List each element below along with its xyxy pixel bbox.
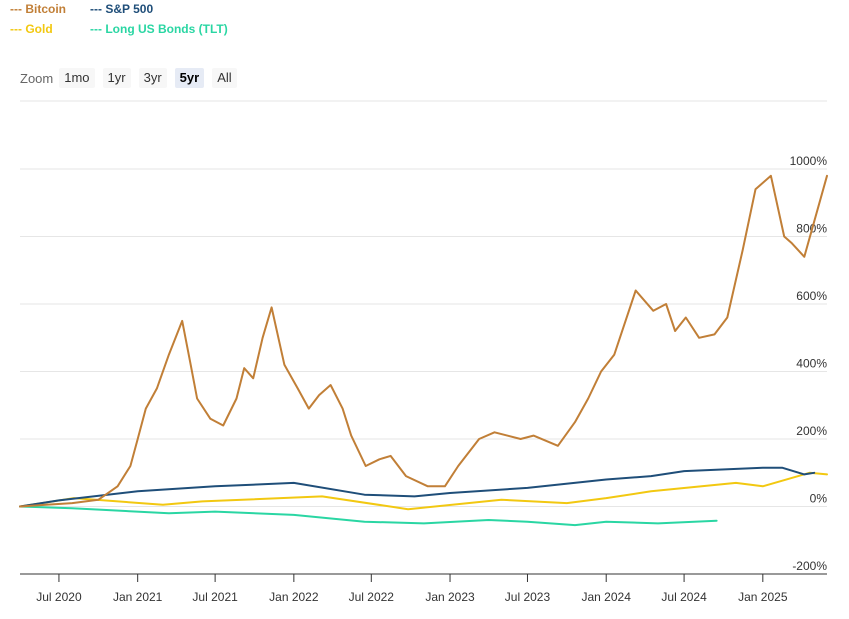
y-tick-label: 600% — [796, 289, 827, 303]
x-tick-label: Jan 2022 — [269, 590, 319, 604]
zoom-1yr-button[interactable]: 1yr — [102, 68, 131, 88]
x-tick-label: Jan 2023 — [425, 590, 475, 604]
zoom-1mo-button[interactable]: 1mo — [59, 68, 95, 88]
y-tick-label: -200% — [792, 559, 827, 573]
x-tick-label: Jul 2021 — [192, 590, 238, 604]
x-tick-label: Jan 2021 — [113, 590, 163, 604]
x-tick-label: Jul 2023 — [505, 590, 551, 604]
series-line-long-us-bonds-tlt — [19, 505, 718, 527]
legend-item-bitcoin[interactable]: --- Bitcoin — [10, 2, 66, 16]
y-tick-label: 400% — [796, 357, 827, 371]
legend-item-gold[interactable]: --- Gold — [10, 22, 53, 36]
x-tick-label: Jul 2020 — [36, 590, 82, 604]
legend-item-tlt[interactable]: --- Long US Bonds (TLT) — [90, 22, 228, 36]
zoom-label: Zoom — [20, 70, 54, 86]
y-tick-label: 200% — [796, 424, 827, 438]
series-line-bitcoin — [19, 174, 828, 508]
zoom-bar: Zoom 1mo 1yr 3yr 5yr All — [20, 67, 245, 89]
x-tick-label: Jan 2025 — [738, 590, 788, 604]
zoom-3yr-button[interactable]: 3yr — [138, 68, 167, 88]
x-tick-label: Jan 2024 — [582, 590, 632, 604]
series-line-s-p-500 — [19, 466, 816, 508]
x-tick-label: Jul 2022 — [349, 590, 395, 604]
y-tick-label: 1000% — [790, 154, 828, 168]
legend-item-sp500[interactable]: --- S&P 500 — [90, 2, 154, 16]
series-line-gold — [19, 471, 828, 511]
zoom-all-button[interactable]: All — [212, 68, 237, 88]
x-tick-label: Jul 2024 — [661, 590, 707, 604]
y-tick-label: 0% — [810, 492, 828, 506]
zoom-5yr-button[interactable]: 5yr — [174, 68, 205, 88]
